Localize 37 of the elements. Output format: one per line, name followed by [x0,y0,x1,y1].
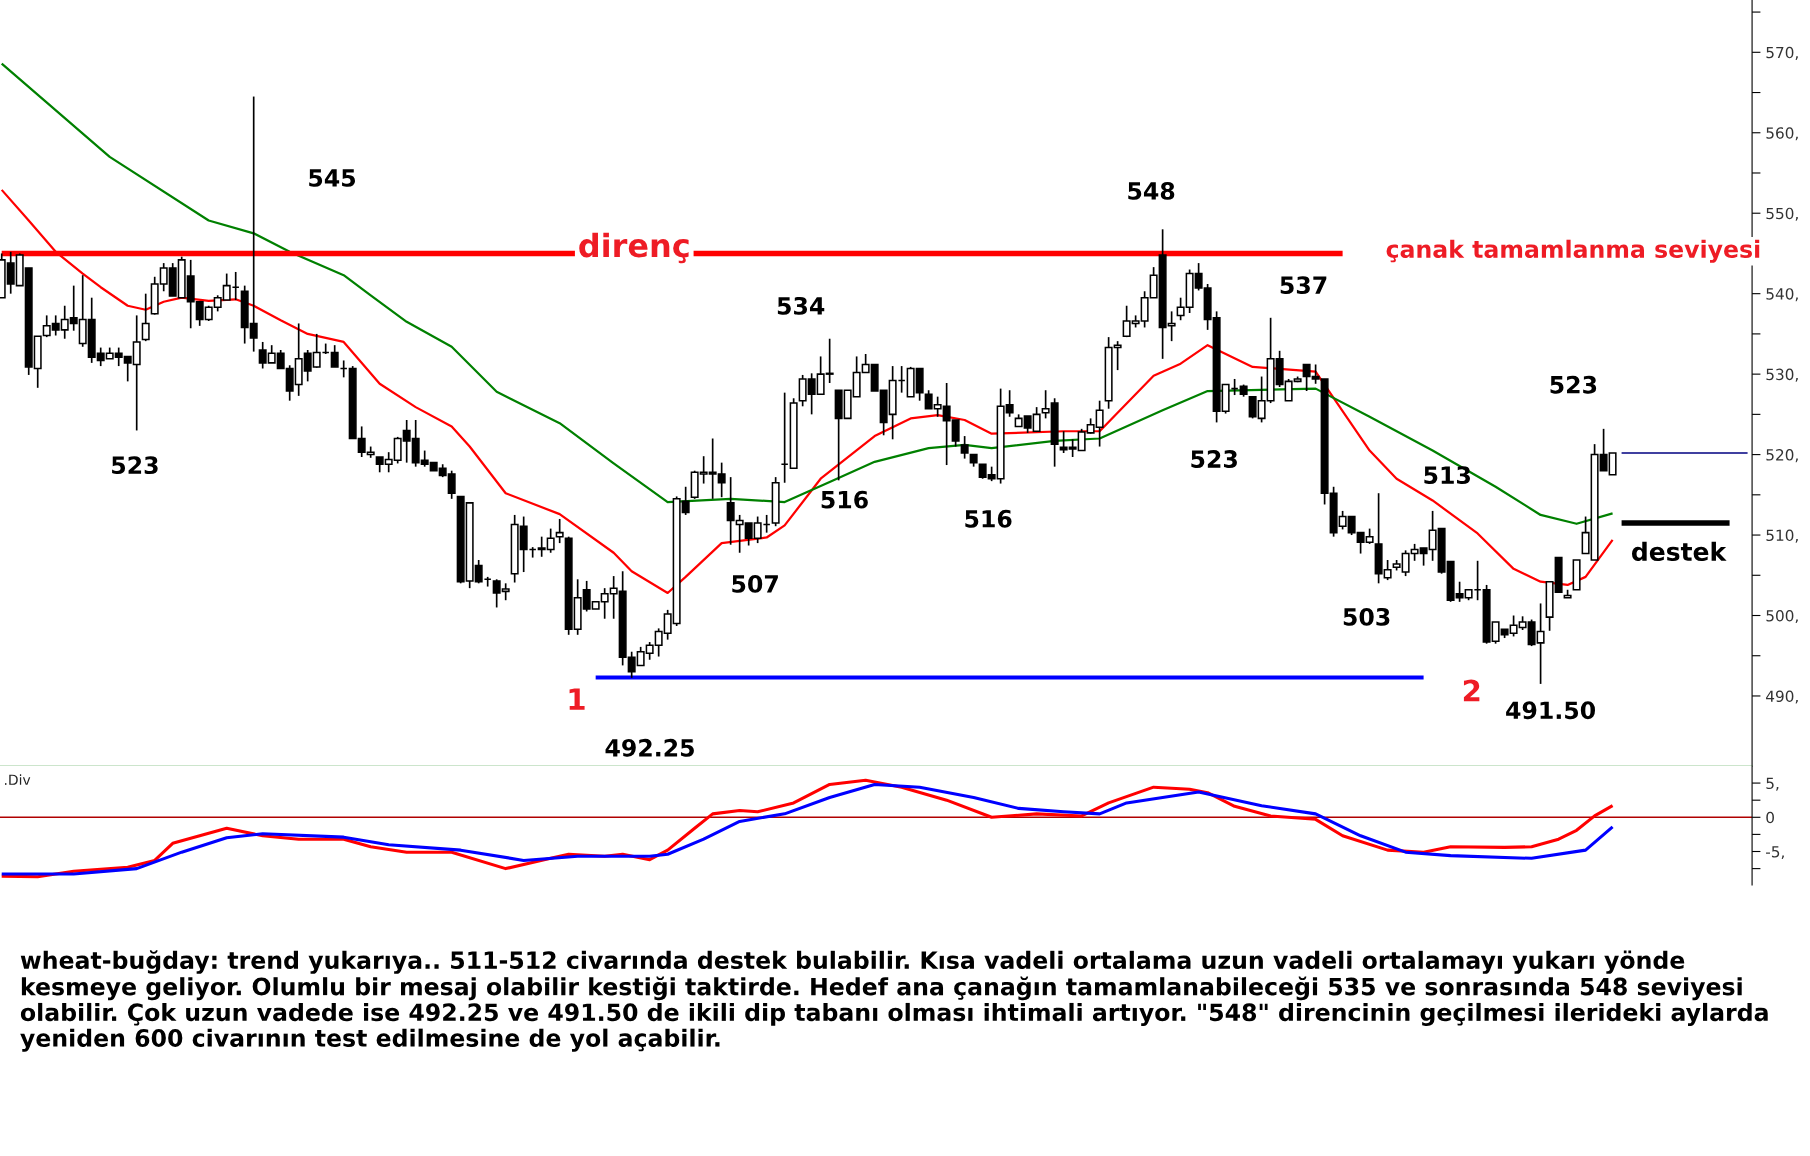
y-tick-label: 0 [1766,811,1774,824]
annotation: 507 [732,574,778,593]
y-tick-label: 530, [1766,368,1798,382]
y-tick-label: 500, [1766,609,1798,624]
annotation: 534 [777,296,825,315]
annotation: 513 [1424,466,1470,485]
y-tick-label: 510, [1766,529,1798,543]
annotation: 2 [1463,679,1480,702]
candlestick [330,344,339,368]
annotation: çanak tamamlanma seviyesi [1386,239,1760,263]
y-tick-label: 570, [1766,46,1798,60]
candlestick [960,435,969,460]
y-tick-label: 550, [1766,207,1798,221]
y-tick-label: -5, [1766,846,1784,860]
y-tick-label: 490, [1766,690,1798,704]
annotation: 537 [1280,276,1327,295]
annotation: direnç [579,232,689,264]
annotation: 545 [309,169,356,187]
annotation: destek [1631,541,1727,562]
annotation: 516 [965,509,1012,528]
candlestick [555,518,564,544]
annotation: 492.25 [605,738,694,757]
annotation: 1 [569,688,585,710]
annotation: 491.50 [1506,701,1596,720]
annotation: 548 [1128,182,1175,200]
annotation: .Div [4,774,31,785]
annotation: 523 [1550,375,1597,394]
annotation: 523 [1191,450,1237,468]
annotation: 523 [112,456,158,475]
y-tick-label: 5, [1766,777,1779,791]
y-tick-label: 560, [1766,127,1798,141]
y-tick-label: 540, [1766,288,1798,302]
candlestick [141,292,150,342]
text: wheat-buğday: trend yukarıya.. 511-512 civarında destek bulabilir. Kısa vadeli ortalama uzun vadeli ortalamayı yukarı yönde kesmeye geliyor. Olumlu bir mesaj olabilir kestiği taktirde. Hedef ana çanağın tamamlanabileceği 535 ve sonrasında 548 seviyesi olabilir. Çok uzun vadede ise 492.25 ve 491.50 de ikili dip tabanı olması ihtimali artıyor. "548" direncinin geçilmesi ilerideki aylarda yeniden 600 civarının test edilmesine de yol açabilir. [20,950,1768,1052]
annotation: 516 [821,490,868,509]
y-tick-label: 520, [1766,449,1798,463]
annotation: 503 [1343,607,1390,626]
